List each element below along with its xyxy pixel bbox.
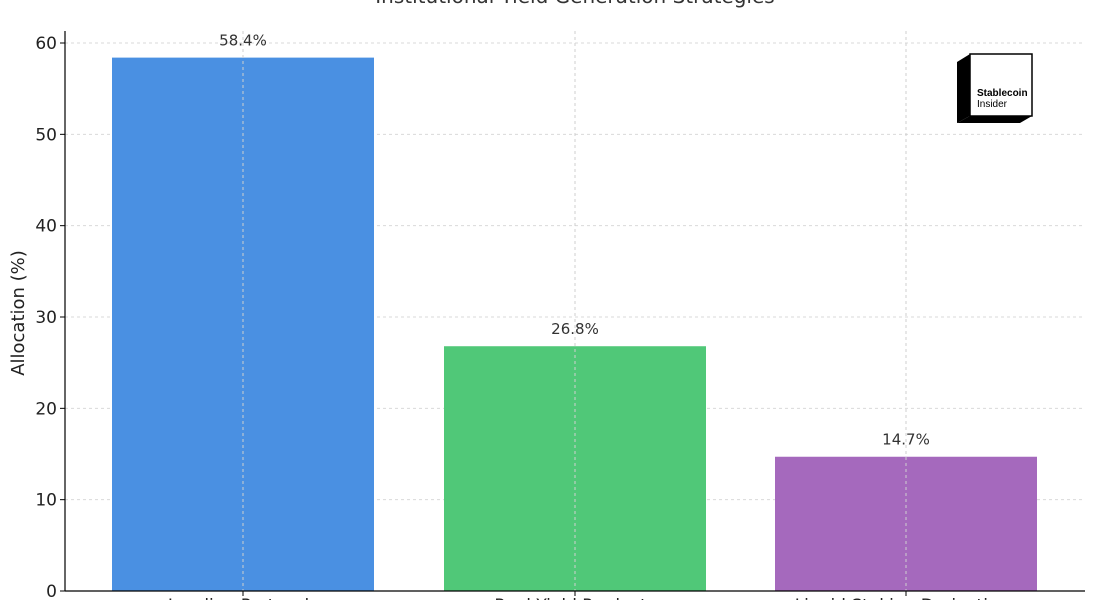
y-axis-label: Allocation (%) <box>8 250 29 376</box>
bar-0 <box>112 57 374 591</box>
y-tick-label-50: 50 <box>35 125 57 145</box>
logo-line2: Insider <box>977 99 1008 110</box>
logo-line1: Stablecoin <box>977 88 1028 99</box>
y-tick-label-30: 30 <box>35 308 57 328</box>
y-tick-label-10: 10 <box>35 491 57 511</box>
y-tick-label-40: 40 <box>35 217 57 237</box>
stablecoin-insider-logo: Stablecoin Insider <box>957 53 1033 123</box>
logo-bottom-shape <box>957 116 1032 123</box>
x-tick-label-1: Real Yield Products <box>494 596 655 600</box>
data-label-1: 26.8% <box>551 320 599 338</box>
data-labels: 58.4% 26.8% 14.7% <box>219 32 930 449</box>
chart-title: Institutional Yield Generation Strategie… <box>375 0 774 8</box>
logo-side-shape <box>957 54 970 123</box>
x-tick-label-0: Lending Protocols <box>168 596 318 600</box>
data-label-0: 58.4% <box>219 32 267 50</box>
y-tick-label-20: 20 <box>35 399 57 419</box>
data-label-2: 14.7% <box>882 431 930 449</box>
y-tick-label-0: 0 <box>46 582 57 600</box>
y-tick-label-60: 60 <box>35 34 57 54</box>
x-tick-label-2: Liquid Staking Derivatives <box>795 596 1018 600</box>
logo-face <box>969 53 1033 117</box>
axes: 0 10 20 30 40 50 60 Lending Protocols Real Yield… <box>35 31 1085 600</box>
